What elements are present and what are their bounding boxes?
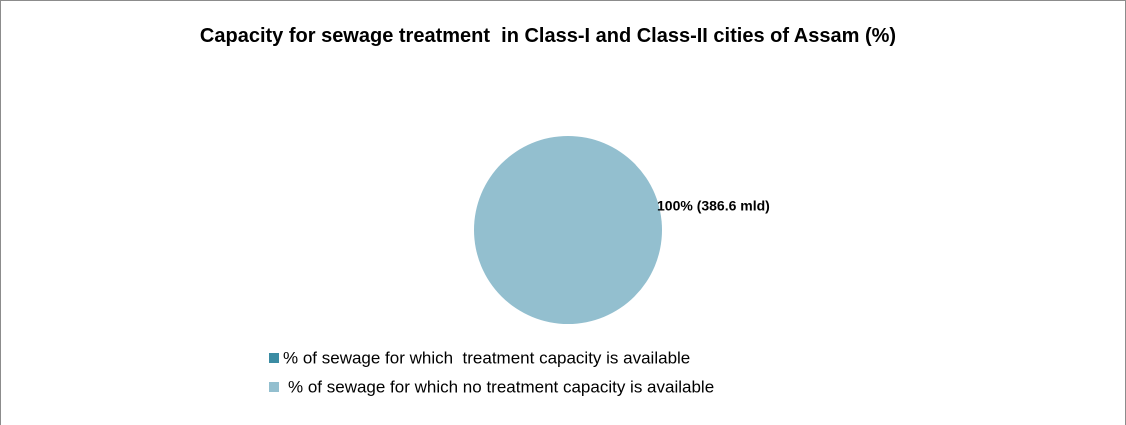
pie-slice — [474, 136, 662, 324]
data-label: 100% (386.6 mld) — [657, 198, 770, 214]
legend-label: % of sewage for which no treatment capac… — [288, 377, 714, 396]
chart-title: Capacity for sewage treatment in Class-I… — [199, 25, 897, 47]
legend-swatch — [269, 353, 279, 363]
legend-label: % of sewage for which treatment capacity… — [283, 348, 690, 367]
legend-swatch — [269, 382, 279, 392]
